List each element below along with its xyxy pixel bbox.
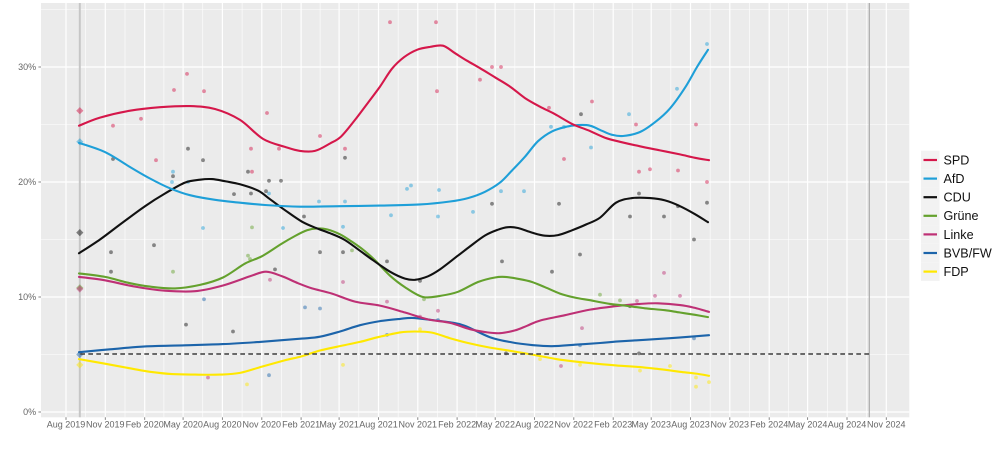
svg-text:May 2020: May 2020 [163,420,203,430]
svg-text:AfD: AfD [944,172,965,186]
svg-text:CDU: CDU [944,191,971,205]
svg-text:Aug 2019: Aug 2019 [47,420,86,430]
svg-text:30%: 30% [18,62,36,72]
svg-text:BVB/FW: BVB/FW [944,246,992,260]
svg-text:May 2022: May 2022 [475,420,515,430]
svg-text:20%: 20% [18,177,36,187]
svg-text:Nov 2022: Nov 2022 [555,420,594,430]
svg-text:Feb 2022: Feb 2022 [438,420,476,430]
svg-text:Nov 2020: Nov 2020 [243,420,282,430]
svg-text:Feb 2023: Feb 2023 [594,420,632,430]
svg-text:Feb 2020: Feb 2020 [126,420,164,430]
svg-text:May 2024: May 2024 [788,420,828,430]
svg-text:0%: 0% [23,407,36,417]
svg-text:Aug 2021: Aug 2021 [359,420,398,430]
svg-text:Nov 2019: Nov 2019 [86,420,125,430]
svg-text:Nov 2023: Nov 2023 [711,420,750,430]
svg-text:Linke: Linke [944,228,974,242]
svg-text:Aug 2023: Aug 2023 [671,420,710,430]
svg-text:Feb 2024: Feb 2024 [750,420,788,430]
svg-text:May 2023: May 2023 [631,420,671,430]
svg-text:Aug 2020: Aug 2020 [203,420,242,430]
svg-text:SPD: SPD [944,153,970,167]
svg-text:10%: 10% [18,292,36,302]
svg-text:Feb 2021: Feb 2021 [282,420,320,430]
svg-text:Nov 2024: Nov 2024 [867,420,906,430]
svg-text:May 2021: May 2021 [319,420,359,430]
svg-text:FDP: FDP [944,265,969,279]
svg-text:Aug 2024: Aug 2024 [828,420,867,430]
svg-text:Aug 2022: Aug 2022 [515,420,554,430]
svg-text:Nov 2021: Nov 2021 [399,420,438,430]
svg-text:Grüne: Grüne [944,209,979,223]
